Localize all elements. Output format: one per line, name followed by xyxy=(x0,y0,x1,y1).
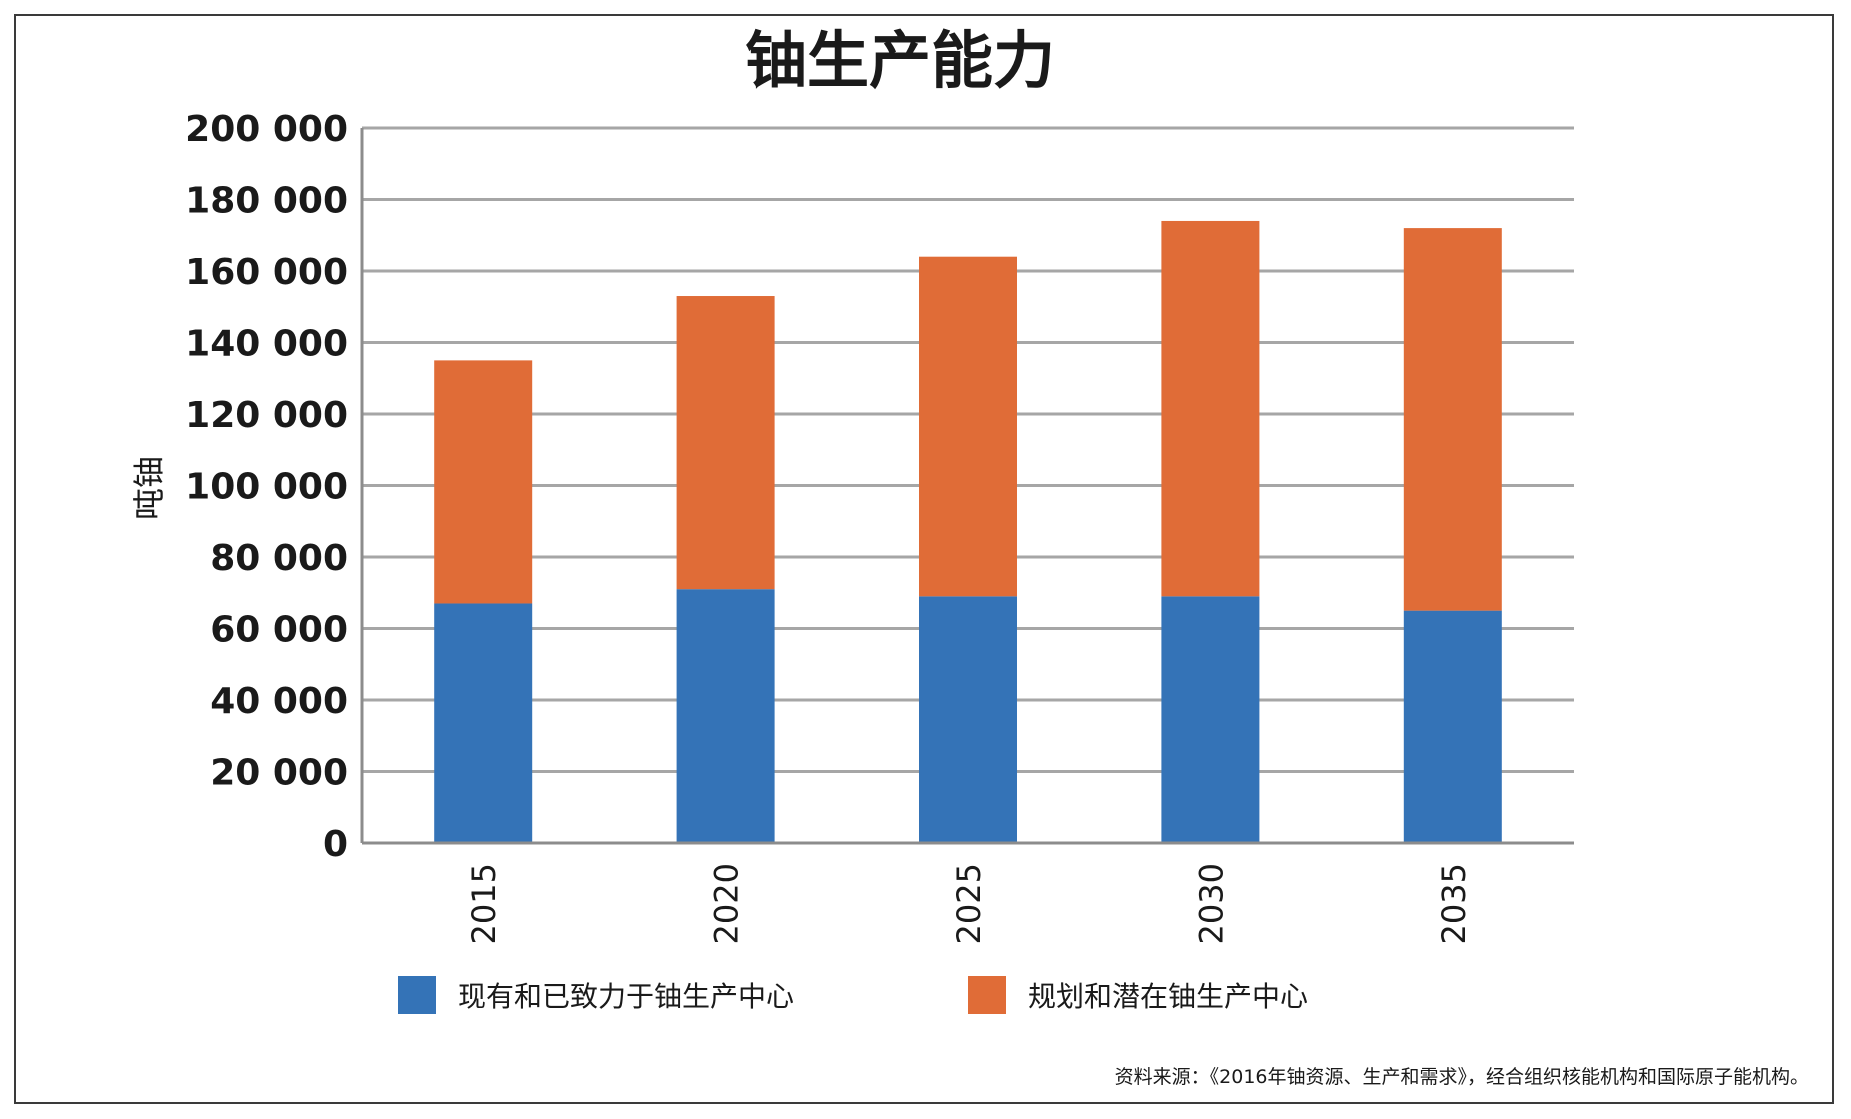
y-axis-label: 吨铀 xyxy=(130,456,168,520)
bar-planned-2015 xyxy=(434,360,533,604)
y-tick-label: 200 000 xyxy=(185,109,348,150)
legend-label-existing: 现有和已致力于铀生产中心 xyxy=(458,980,795,1013)
source-note: 资料来源：《2016年铀资源、生产和需求》，经合组织核能机构和国际原子能机构。 xyxy=(1114,1066,1809,1088)
x-tick-label: 2025 xyxy=(950,863,988,944)
y-tick-label: 100 000 xyxy=(185,467,348,508)
x-tick-labels: 2015 2020 2025 2030 2035 xyxy=(465,863,1473,944)
y-tick-label: 20 000 xyxy=(210,753,348,794)
grid-lines xyxy=(362,126,1574,773)
bar-existing-2030 xyxy=(1161,596,1260,843)
bar-planned-2020 xyxy=(676,296,775,590)
bar-existing-2015 xyxy=(434,603,533,843)
y-tick-label: 140 000 xyxy=(185,324,348,365)
bar-existing-2020 xyxy=(676,589,775,843)
y-tick-label: 0 xyxy=(323,824,348,865)
bar-planned-2035 xyxy=(1403,228,1502,611)
x-tick-label: 2020 xyxy=(708,863,746,944)
legend-swatch-existing xyxy=(398,976,436,1014)
axes xyxy=(360,128,1574,845)
bar-existing-2035 xyxy=(1403,610,1502,843)
x-tick-label: 2030 xyxy=(1192,863,1230,944)
y-tick-labels: 0 20 000 40 000 60 000 80 000 100 000 120 000 1… xyxy=(185,109,348,865)
x-tick-label: 2015 xyxy=(465,863,503,944)
y-tick-label: 60 000 xyxy=(210,610,348,651)
bar-planned-2025 xyxy=(919,256,1017,597)
y-tick-label: 120 000 xyxy=(185,395,348,436)
y-tick-label: 160 000 xyxy=(185,252,348,293)
bar-existing-2025 xyxy=(919,596,1017,843)
bar-planned-2030 xyxy=(1161,220,1260,597)
y-tick-label: 180 000 xyxy=(185,181,348,222)
legend-swatch-planned xyxy=(968,976,1006,1014)
y-tick-label: 40 000 xyxy=(210,681,348,722)
y-tick-label: 80 000 xyxy=(210,538,348,579)
legend-label-planned: 规划和潜在铀生产中心 xyxy=(1028,980,1309,1013)
legend-item-planned: 规划和潜在铀生产中心 xyxy=(968,975,1308,1015)
x-tick-label: 2035 xyxy=(1435,863,1473,944)
chart-title: 铀生产能力 xyxy=(745,24,1055,97)
bars xyxy=(434,220,1502,843)
legend-item-existing: 现有和已致力于铀生产中心 xyxy=(398,975,794,1015)
